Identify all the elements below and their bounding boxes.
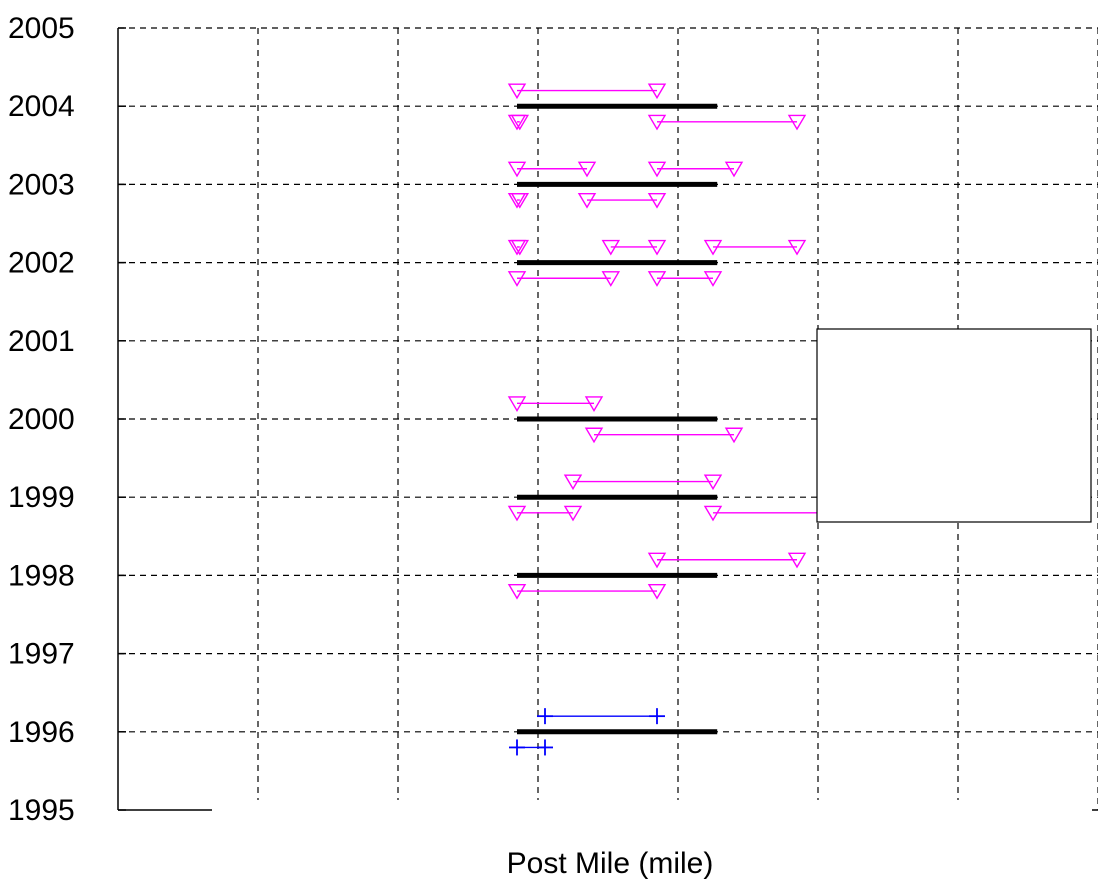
triangle-marker <box>647 161 667 178</box>
triangle-marker <box>647 114 667 131</box>
y-tick-label: 2003 <box>8 168 75 201</box>
triangle-marker <box>507 271 527 287</box>
tick-layer: 1995 1996 1997 1998 1999 2000 2001 2002 2003 2004… <box>8 12 75 827</box>
triangle-marker <box>647 192 667 209</box>
triangle-marker <box>510 192 530 209</box>
triangle-marker <box>647 583 667 600</box>
y-tick-label: 2000 <box>8 403 75 436</box>
triangle-marker <box>584 427 604 444</box>
triangle-marker <box>647 271 667 287</box>
triangle-marker <box>703 474 723 491</box>
triangle-marker <box>507 505 527 522</box>
triangle-marker <box>647 552 667 569</box>
triangle-marker <box>563 505 583 522</box>
y-tick-label: 1998 <box>8 559 75 592</box>
y-tick-label: 2004 <box>8 90 75 123</box>
triangle-marker <box>724 427 744 444</box>
triangle-marker <box>507 583 527 600</box>
triangle-marker <box>647 239 667 256</box>
x-axis-label: Post Mile (mile) <box>507 847 714 880</box>
triangle-marker <box>703 239 723 256</box>
triangle-marker <box>703 505 723 522</box>
triangle-marker <box>510 114 530 131</box>
triangle-marker <box>507 83 527 100</box>
y-tick-label: 2005 <box>8 12 75 45</box>
y-tick-label: 1997 <box>8 638 75 671</box>
legend-box <box>816 328 1092 523</box>
triangle-marker <box>510 239 530 256</box>
triangle-marker <box>507 396 527 412</box>
triangle-marker <box>787 239 807 256</box>
triangle-marker <box>647 83 667 100</box>
triangle-marker <box>787 114 807 131</box>
triangle-marker <box>787 552 807 569</box>
y-tick-label: 2001 <box>8 325 75 358</box>
triangle-marker <box>601 271 621 287</box>
axis-cutout <box>212 800 1092 888</box>
triangle-marker <box>577 192 597 209</box>
triangle-marker <box>703 271 723 287</box>
y-tick-label: 1999 <box>8 481 75 514</box>
triangle-marker <box>563 474 583 491</box>
triangle-marker <box>724 161 744 178</box>
triangle-marker <box>577 161 597 178</box>
y-tick-label: 2002 <box>8 247 75 280</box>
triangle-marker <box>601 239 621 256</box>
triangle-marker <box>584 396 604 412</box>
triangle-marker <box>507 161 527 178</box>
series-layer <box>507 83 898 756</box>
y-tick-label: 1995 <box>8 794 75 827</box>
y-tick-label: 1996 <box>8 716 75 749</box>
